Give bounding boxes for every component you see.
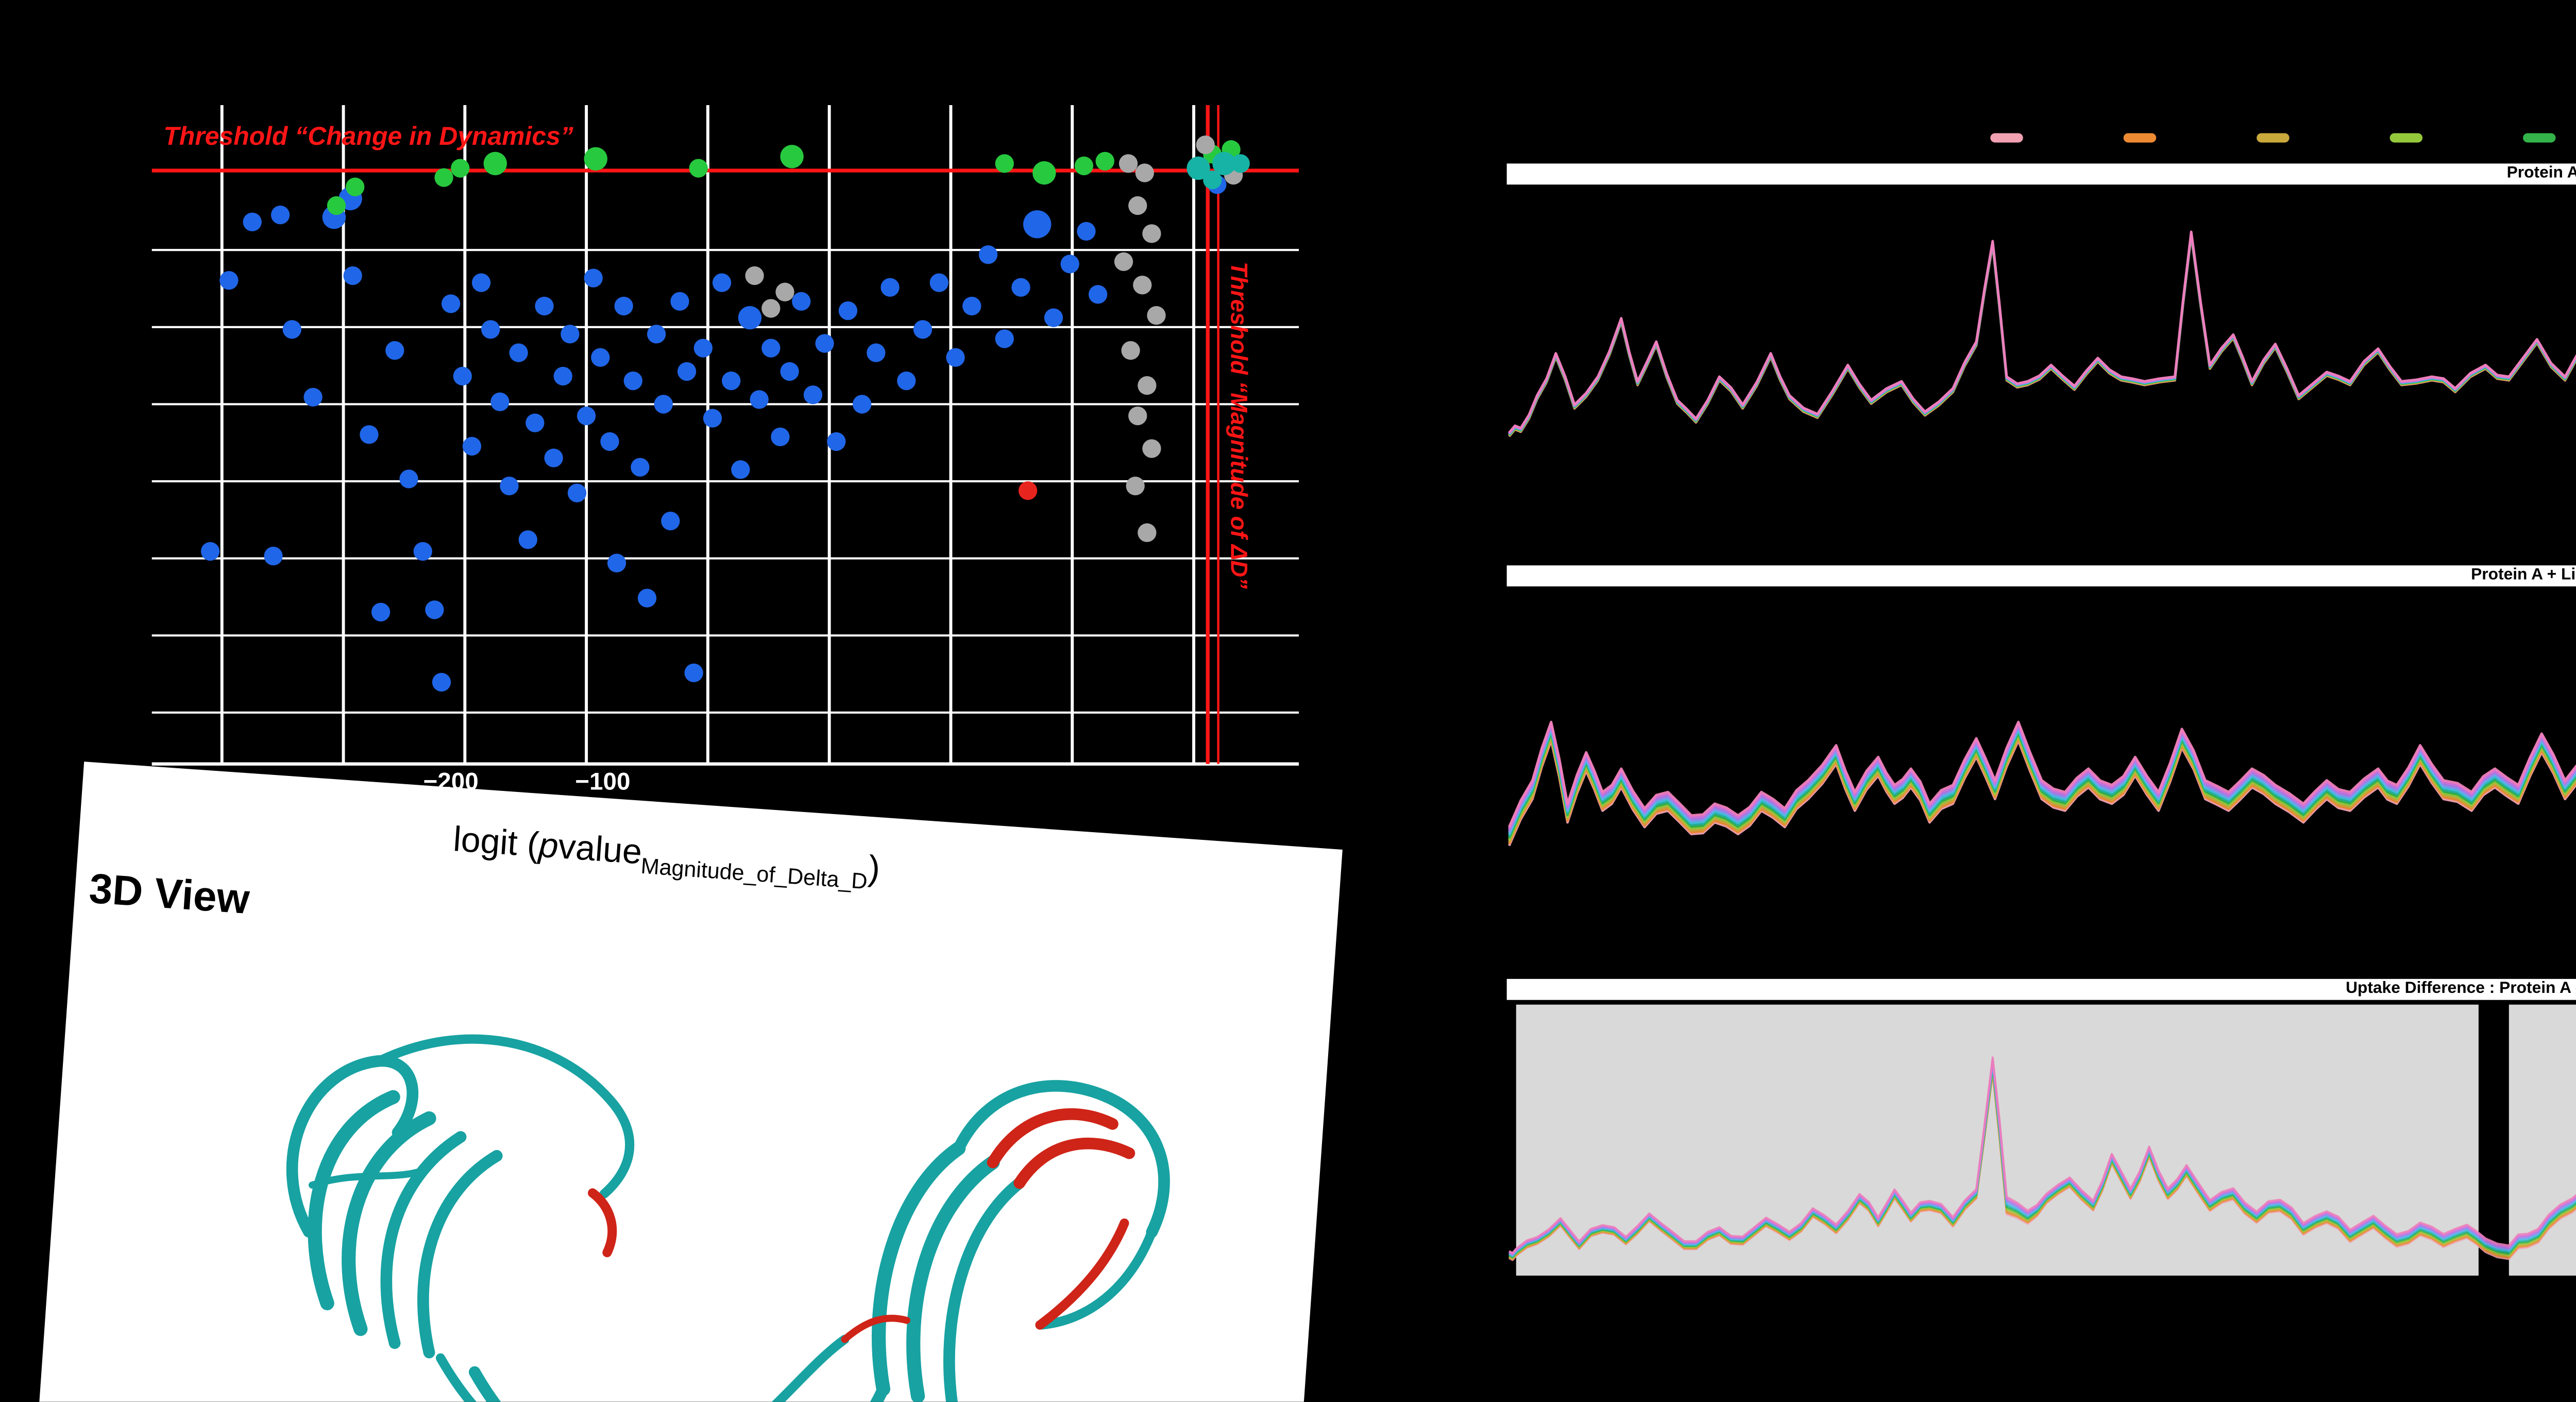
xlabel-p: p	[537, 826, 560, 868]
protein-ribbon	[286, 1034, 1170, 1402]
chart-title-protein-a: Protein A	[1506, 163, 2576, 185]
uptake-chart-protein-a[interactable]	[1508, 229, 2576, 437]
x-tick-label: −100	[575, 768, 631, 797]
xlabel-suffix: )	[867, 849, 882, 890]
legend-item[interactable]	[2123, 133, 2157, 142]
threshold-magnitude-label: Threshold “Magnitude of ΔD”	[1224, 261, 1250, 589]
threshold-change-in-dynamics-label: Threshold “Change in Dynamics”	[163, 124, 573, 152]
xlabel-subscript: Magnitude_of_Delta_D	[640, 854, 869, 896]
chart-title-protein-a-ligand: Protein A + Ligand	[1506, 565, 2576, 587]
xlabel-mid: value	[556, 827, 643, 873]
view3d-title: 3D View	[88, 865, 251, 923]
uptake-difference-chart[interactable]	[1509, 1004, 2576, 1276]
legend-item[interactable]	[2257, 133, 2290, 142]
uptake-chart-protein-a-ligand[interactable]	[1507, 650, 2576, 847]
volcano-plot[interactable]	[151, 105, 1299, 766]
view3d-panel[interactable]: logit (pvalueMagnitude_of_Delta_D) 3D Vi…	[35, 762, 1343, 1402]
legend-item[interactable]	[1990, 133, 2023, 142]
legend-item[interactable]	[2389, 133, 2423, 142]
legend-item[interactable]	[2523, 133, 2556, 142]
xlabel-prefix: logit (	[452, 820, 540, 866]
chart-title-uptake-difference: Uptake Difference : Protein A - (Protein…	[1506, 978, 2576, 1000]
volcano-xaxis-label: logit (pvalueMagnitude_of_Delta_D)	[451, 820, 881, 897]
